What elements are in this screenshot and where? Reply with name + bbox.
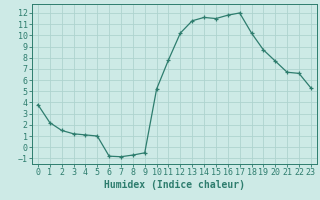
X-axis label: Humidex (Indice chaleur): Humidex (Indice chaleur) bbox=[104, 180, 245, 190]
